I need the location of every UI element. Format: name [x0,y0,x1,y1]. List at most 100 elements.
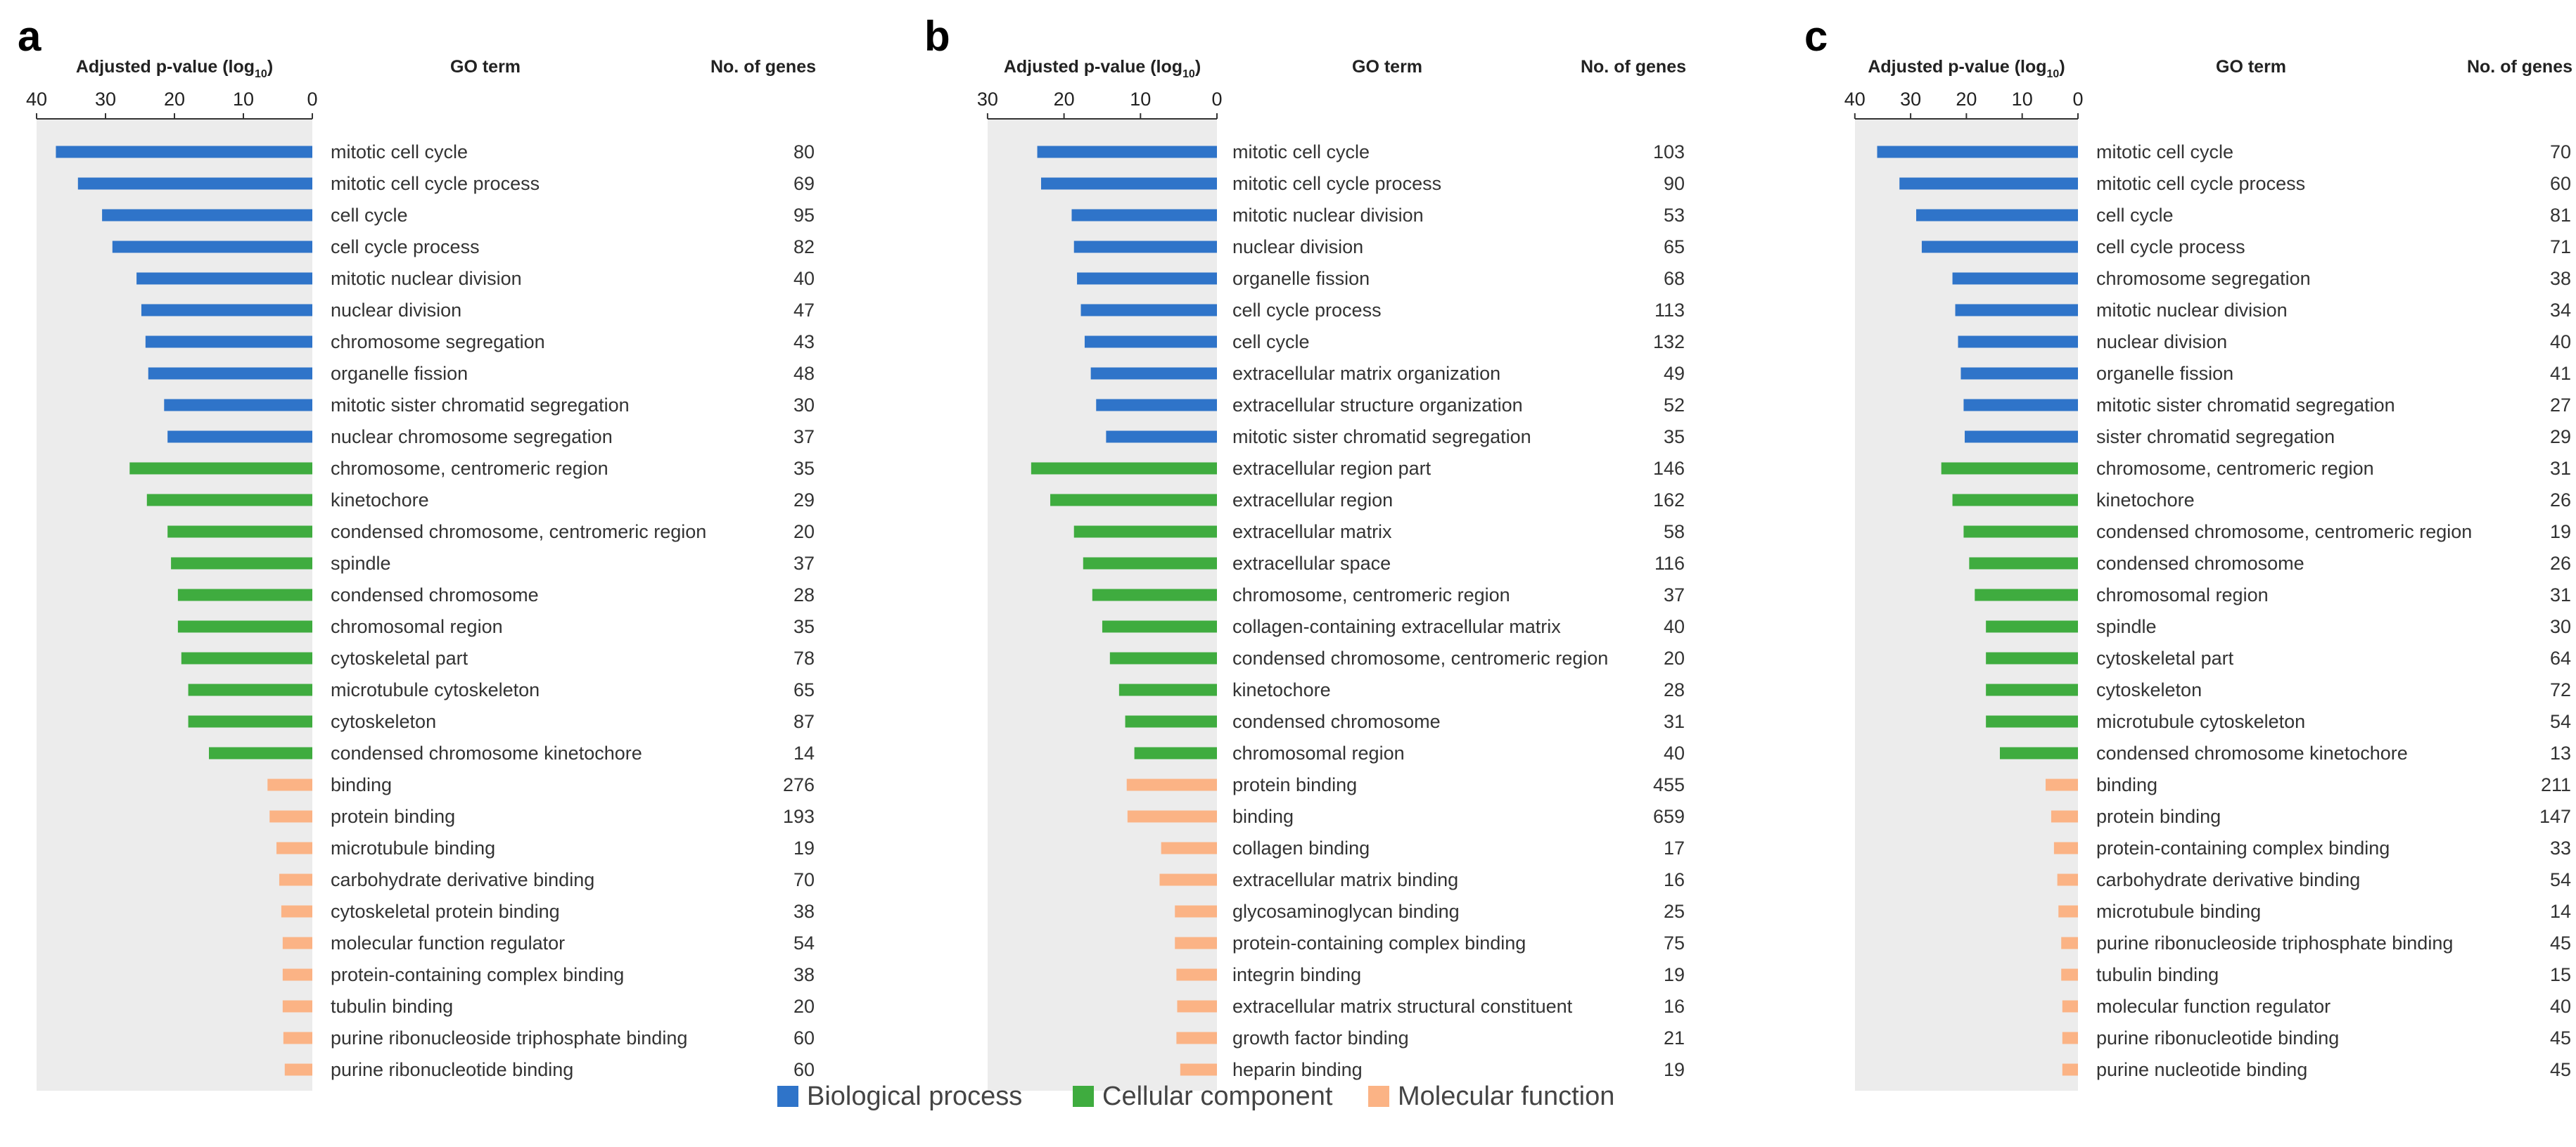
bar-condensed-chromosome-kinetochore [1999,747,2078,760]
gene-count: 47 [793,300,815,321]
bar-cell-cycle-process [1921,241,2078,253]
bar-chromosome-segregation [1952,272,2078,285]
go-term-label: sister chromatid segregation [2096,426,2335,447]
go-term-label: molecular function regulator [2096,996,2330,1017]
go-term-label: extracellular matrix structural constitu… [1232,996,1573,1017]
gene-count: 35 [1664,426,1685,447]
gene-count: 19 [1664,964,1685,985]
go-term-label: condensed chromosome [2096,553,2304,574]
gene-count: 80 [793,141,815,162]
gene-count: 14 [2550,901,2571,922]
gene-count: 16 [1664,869,1685,890]
bar-extracellular-space [1083,557,1217,570]
gene-count: 54 [2550,711,2571,732]
gene-count: 25 [1664,901,1685,922]
gene-count: 162 [1653,489,1685,511]
legend: Biological process Cellular component Mole… [0,1077,2576,1120]
go-term-label: extracellular matrix organization [1232,363,1500,384]
go-term-label: spindle [331,553,391,574]
go-term-label: chromosome, centromeric region [2096,458,2374,479]
bar-extracellular-matrix-organization [1090,367,1217,380]
go-term-label: mitotic cell cycle process [1232,173,1441,194]
go-term-label: mitotic cell cycle [1232,141,1370,162]
bar-nuclear-chromosome-segregation [167,430,312,443]
bar-sister-chromatid-segregation [1965,430,2078,443]
bar-condensed-chromosome [177,589,312,601]
bar-collagen-containing-extracellular-matrix [1102,620,1217,633]
bar-mitotic-sister-chromatid-segregation [1963,399,2078,411]
bar-protein-containing-complex-binding [1175,937,1217,949]
gene-count: 45 [2550,933,2571,954]
gene-count: 60 [793,1059,815,1080]
gene-count: 20 [1664,648,1685,669]
panel-label: c [1804,13,1828,60]
gene-count: 65 [793,679,815,700]
gene-count: 71 [2550,236,2571,257]
gene-count: 147 [2539,806,2571,827]
gene-count: 64 [2550,648,2571,669]
gene-count: 82 [793,236,815,257]
x-axis-label: Adjusted p-value (log10) [1868,57,2065,80]
go-term-label: spindle [2096,616,2157,637]
bar-nuclear-division [141,304,312,316]
gene-count: 48 [793,363,815,384]
bar-cytoskeleton [1986,684,2078,696]
bar-tubulin-binding [2061,968,2078,981]
bar-chromosome-centromeric-region [1092,589,1217,601]
go-term-label: cytoskeletal protein binding [331,901,560,922]
gene-count: 54 [793,933,815,954]
bar-spindle [171,557,312,570]
go-term-label: mitotic cell cycle [331,141,468,162]
gene-count: 60 [2550,173,2571,194]
legend-label-1: Cellular component [1102,1082,1333,1111]
x-tick-label: 0 [2072,89,2083,110]
gene-count: 69 [793,173,815,194]
go-term-label: mitotic nuclear division [2096,300,2288,321]
bar-organelle-fission [148,367,312,380]
bar-cell-cycle-process [1080,304,1217,316]
bar-purine-ribonucleoside-triphosphate-binding [2061,937,2078,949]
bar-chromosomal-region [177,620,312,633]
go-term-label: kinetochore [331,489,429,511]
gene-count-header: No. of genes [710,57,816,77]
go-term-header: GO term [2216,57,2286,77]
bar-molecular-function-regulator [2062,1000,2078,1013]
go-term-label: carbohydrate derivative binding [331,869,594,890]
gene-count: 659 [1653,806,1685,827]
go-term-label: protein binding [331,806,455,827]
bar-mitotic-sister-chromatid-segregation [164,399,312,411]
x-tick-label: 20 [1956,89,1977,110]
go-term-label: cell cycle process [331,236,480,257]
gene-count: 16 [1664,996,1685,1017]
go-term-label: cytoskeleton [2096,679,2202,700]
bar-cell-cycle-process [112,241,313,253]
gene-count: 19 [2550,521,2571,542]
bar-chromosome-segregation [145,335,312,348]
gene-count: 38 [793,964,815,985]
gene-count: 15 [2550,964,2571,985]
go-term-header: GO term [450,57,521,77]
go-term-label: binding [331,774,392,795]
legend-swatch-0 [777,1086,798,1107]
bar-mitotic-cell-cycle [56,146,312,158]
bar-protein-binding [2051,810,2078,823]
bar-spindle [1986,620,2078,633]
gene-count: 31 [2550,458,2571,479]
go-term-label: protein binding [1232,774,1357,795]
go-term-label: organelle fission [331,363,468,384]
gene-count: 40 [2550,996,2571,1017]
bar-collagen-binding [1161,842,1217,854]
bar-condensed-chromosome-centromeric-region [1963,525,2078,538]
x-tick-label: 10 [2012,89,2033,110]
x-tick-label: 40 [26,89,47,110]
bar-extracellular-matrix [1073,525,1217,538]
bar-cytoskeleton [188,715,312,728]
bar-purine-ribonucleotide-binding [2062,1032,2078,1044]
go-term-label: mitotic sister chromatid segregation [2096,395,2395,416]
bar-extracellular-structure-organization [1096,399,1217,411]
x-tick-label: 30 [95,89,116,110]
gene-count: 70 [793,869,815,890]
gene-count: 132 [1653,331,1685,352]
go-term-label: extracellular matrix binding [1232,869,1458,890]
gene-count-header: No. of genes [2467,57,2572,77]
